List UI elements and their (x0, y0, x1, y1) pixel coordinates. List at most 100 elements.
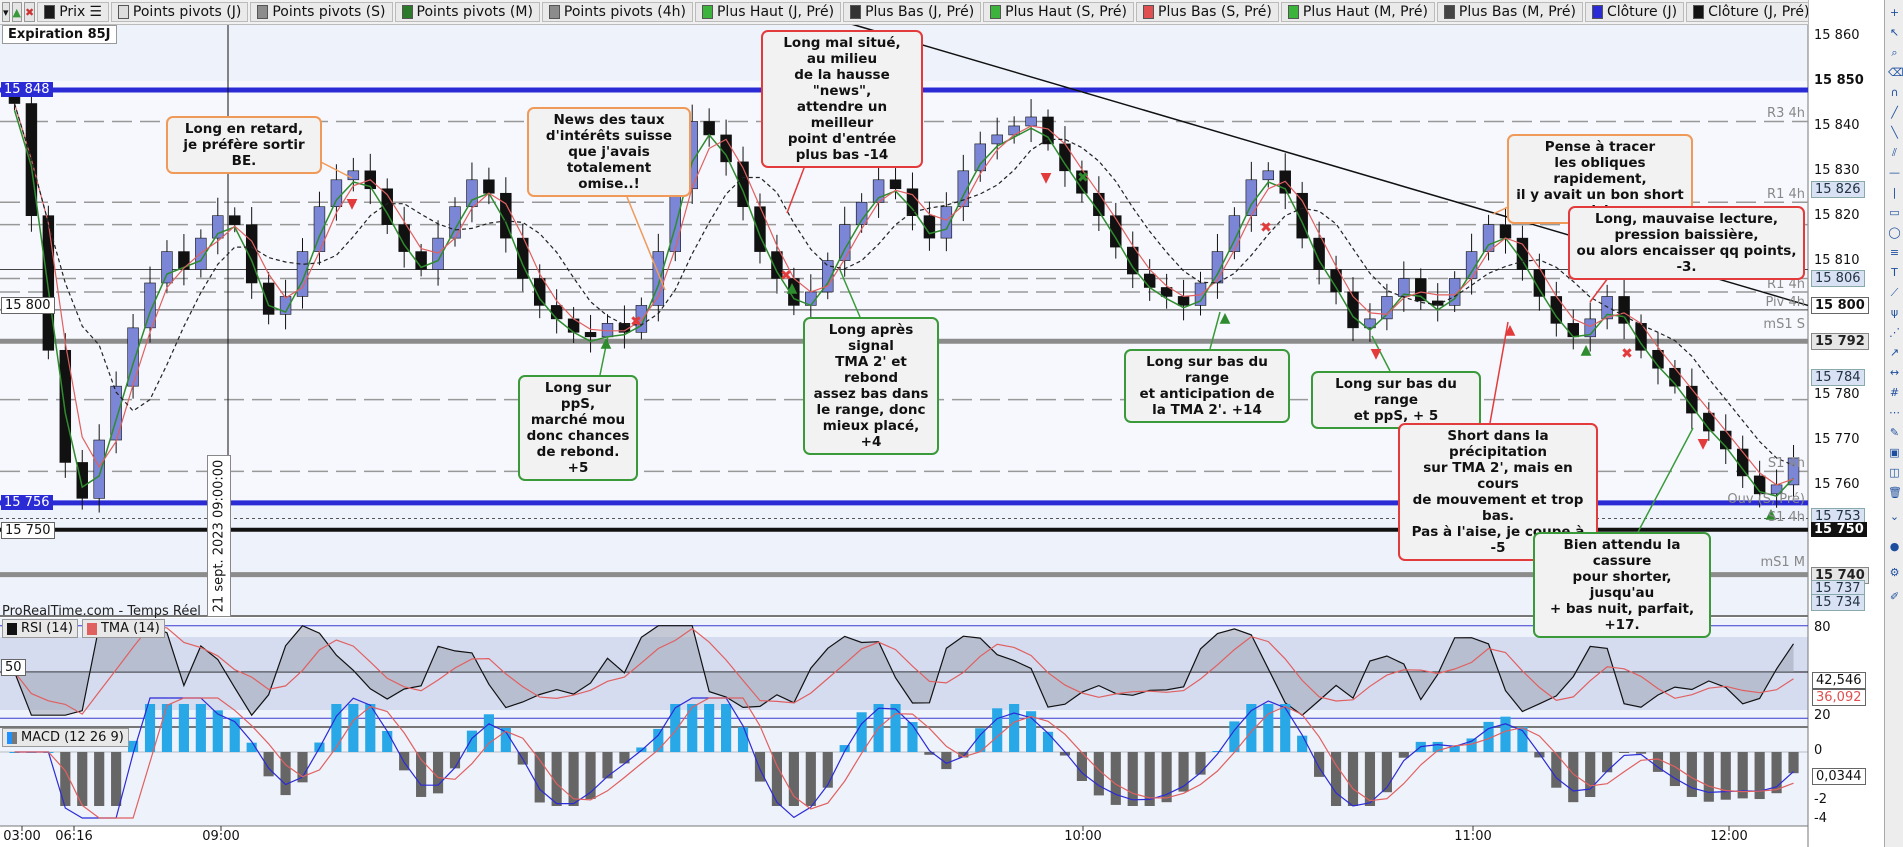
macd-histogram-bar (1144, 752, 1155, 806)
trade-marker: ▼ (347, 196, 358, 212)
rsi-legend[interactable]: RSI (14) (2, 619, 78, 638)
lock-icon[interactable]: ▣ (1889, 446, 1900, 459)
toolbar-item[interactable]: Plus Bas (M, Pré) (1436, 2, 1583, 22)
price-label-right: 15 826 (1811, 180, 1865, 198)
grid-icon[interactable]: # (1889, 386, 1900, 399)
trade-marker: ✖ (1077, 170, 1089, 186)
channel-icon[interactable]: ⫽ (1892, 146, 1897, 159)
polyline-icon[interactable]: ⟋ (1890, 286, 1899, 299)
crosshair-icon[interactable]: + (1889, 6, 1900, 19)
candle-down (1686, 385, 1698, 414)
toolbar-swatch (257, 5, 269, 19)
macd-legend[interactable]: MACD (12 26 9) (2, 728, 129, 747)
pivot-name: mS1 M (1760, 555, 1805, 571)
candle-up (330, 179, 343, 208)
pivot-name: Piv 4h (1765, 294, 1805, 310)
toolbar-item[interactable]: Points pivots (M) (394, 2, 540, 22)
price-label-right: 15 784 (1811, 369, 1865, 387)
candle-up (974, 143, 986, 172)
close-icon[interactable]: ✖ (24, 2, 36, 22)
arrow-up-icon[interactable]: ▲ (11, 2, 22, 22)
candle-down (42, 215, 55, 351)
fibonacci-icon[interactable]: ≡ (1889, 246, 1900, 259)
pitchfork-icon[interactable]: ψ (1890, 306, 1899, 319)
arrow-icon[interactable]: ↗ (1889, 346, 1900, 359)
horizontal-line-icon[interactable]: — (1889, 166, 1900, 179)
macd-histogram-bar (348, 704, 359, 752)
tma-legend[interactable]: TMA (14) (81, 619, 165, 638)
price-tick: 15 770 (1814, 432, 1860, 448)
trade-marker: ▼ (1698, 436, 1709, 452)
toolbar-swatch (850, 5, 862, 19)
time-tick: 11:00 (1454, 829, 1492, 844)
zoom-icon[interactable]: ⌕ (1891, 46, 1898, 59)
macd-histogram-bar (229, 717, 240, 752)
toolbar-item[interactable]: Clôture (J, Pré) (1686, 2, 1808, 22)
toolbar-item[interactable]: Clôture (J) (1584, 2, 1685, 22)
candle-down (1160, 287, 1173, 297)
collapse-icon[interactable]: ▾ (2, 2, 10, 22)
candle-down (889, 179, 902, 190)
toolbar-item[interactable]: Prix ☰ (37, 2, 109, 22)
trash-icon[interactable]: 🗑 (1888, 486, 1902, 499)
toolbar-item[interactable]: Plus Haut (J, Pré) (694, 2, 842, 22)
toolbar-item[interactable]: Points pivots (4h) (541, 2, 693, 22)
candle-down (398, 224, 410, 252)
text-icon[interactable]: T (1891, 266, 1898, 279)
settings-icon[interactable]: ⚙ (1889, 566, 1900, 579)
candle-up (279, 296, 292, 315)
eraser-icon[interactable]: ⌫ (1888, 66, 1903, 79)
line-style-icon[interactable]: ⋯ (1889, 406, 1900, 419)
brush-icon[interactable]: ✎ (1889, 426, 1900, 439)
color-picker-icon[interactable]: ● (1889, 540, 1900, 553)
ellipse-icon[interactable]: ◯ (1888, 226, 1901, 239)
macd-histogram-bar (687, 704, 698, 752)
vertical-line-icon[interactable]: | (1892, 186, 1897, 199)
magnet-icon[interactable]: ∩ (1890, 86, 1899, 99)
macd-histogram-bar (602, 752, 613, 779)
macd-histogram-bar (1754, 752, 1765, 800)
macd-histogram-bar (805, 752, 816, 806)
pencil-icon[interactable]: ✐ (1889, 590, 1900, 603)
callout-long-mal-situe: Long mal situé, au milieu de la hausse "… (761, 30, 923, 168)
candle-down (1533, 269, 1546, 297)
toolbar-item[interactable]: Plus Haut (M, Pré) (1280, 2, 1435, 22)
macd-histogram-bar (111, 752, 122, 806)
candle-up (940, 206, 953, 239)
candle-down (550, 305, 563, 320)
rectangle-icon[interactable]: ▭ (1889, 206, 1900, 219)
price-tick: 15 840 (1814, 117, 1860, 133)
toolbar-swatch (548, 5, 560, 19)
candle-down (1431, 300, 1444, 306)
toolbar-item[interactable]: Points pivots (J) (110, 2, 249, 22)
macd-value: 0,0344 (1812, 768, 1866, 785)
trendline-icon[interactable]: ╱ (1891, 106, 1898, 119)
candle-up (161, 251, 173, 284)
layers-icon[interactable]: ◫ (1889, 466, 1900, 479)
macd-histogram-bar (1059, 752, 1071, 756)
candle-up (1381, 296, 1393, 320)
macd-histogram-bar (1110, 752, 1121, 805)
macd-histogram-bar (788, 752, 799, 806)
toolbar-item[interactable]: Plus Bas (J, Pré) (843, 2, 982, 22)
macd-histogram-bar (1771, 752, 1782, 794)
ray-icon[interactable]: ╲ (1891, 126, 1898, 139)
price-label-left: 15 750 (1, 521, 55, 539)
menu-icon[interactable]: ☰ (89, 4, 102, 20)
callout-news-taux: News des taux d'intérêts suisse que j'av… (527, 107, 691, 197)
tma-line (13, 103, 1794, 486)
toolbar-item[interactable]: Plus Haut (S, Pré) (983, 2, 1135, 22)
macd-histogram-bar (432, 752, 444, 794)
candle-up (957, 170, 970, 208)
expand-icon[interactable]: ⌄ (1889, 510, 1900, 523)
pointer-icon[interactable]: ↖ (1889, 26, 1900, 39)
macd-histogram-bar (1297, 735, 1308, 752)
toolbar-item[interactable]: Points pivots (S) (250, 2, 393, 22)
candle-up (822, 260, 834, 293)
measure-icon[interactable]: ↔ (1889, 366, 1900, 379)
macd-histogram-bar (704, 704, 715, 752)
toolbar-item[interactable]: Plus Bas (S, Pré) (1136, 2, 1279, 22)
fan-icon[interactable]: ⋰ (1889, 326, 1900, 339)
macd-histogram-bar (992, 708, 1003, 752)
macd-histogram-bar (1009, 704, 1020, 752)
